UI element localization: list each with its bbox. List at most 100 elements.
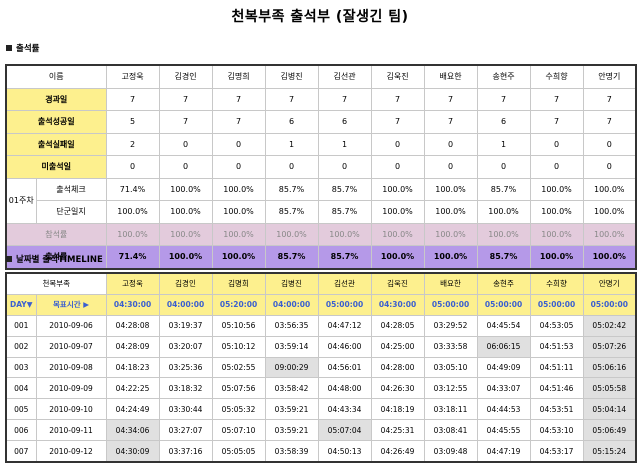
late-time-cell: 05:04:14 xyxy=(582,398,637,421)
time-cell: 04:51:11 xyxy=(529,356,584,379)
target-time-cell: 05:20:00 xyxy=(211,293,266,316)
stat-value-cell: 1 xyxy=(476,132,531,156)
participation-value-cell: 100.0% xyxy=(317,222,372,246)
time-cell: 04:53:05 xyxy=(529,314,584,337)
timeline-row: 005 2010-09-10 04:24:49 03:30:44 05:05:32 03:… xyxy=(5,398,637,421)
stat-value-cell: 7 xyxy=(370,110,425,134)
time-cell: 03:08:41 xyxy=(423,419,478,442)
time-cell: 04:26:30 xyxy=(370,377,425,400)
time-cell: 03:20:07 xyxy=(158,335,213,358)
total-rate-label: 출석률 xyxy=(5,245,107,269)
stat-value-cell: 0 xyxy=(264,155,319,179)
time-cell: 04:43:34 xyxy=(317,398,372,421)
stat-value-cell: 7 xyxy=(211,87,266,111)
time-cell: 04:51:53 xyxy=(529,335,584,358)
target-time-cell: 05:00:00 xyxy=(476,293,531,316)
time-cell: 04:28:05 xyxy=(370,314,425,337)
date-cell: 2010-09-11 xyxy=(35,419,107,442)
stat-value-cell: 0 xyxy=(158,132,213,156)
total-rate-value-cell: 85.7% xyxy=(476,245,531,269)
stat-value-cell: 7 xyxy=(211,110,266,134)
date-cell: 2010-09-10 xyxy=(35,398,107,421)
stat-value-cell: 6 xyxy=(476,110,531,134)
target-time-cell: 05:00:00 xyxy=(529,293,584,316)
time-cell: 03:58:42 xyxy=(264,377,319,400)
stat-value-cell: 2 xyxy=(105,132,160,156)
stat-value-cell: 7 xyxy=(529,87,584,111)
time-cell: 04:45:54 xyxy=(476,314,531,337)
time-cell: 03:27:07 xyxy=(158,419,213,442)
stat-value-cell: 7 xyxy=(317,87,372,111)
square-bullet-icon xyxy=(6,256,12,262)
member-name-header: 김경인 xyxy=(158,64,213,89)
time-cell: 03:30:44 xyxy=(158,398,213,421)
attendance-section-label: 출석률 xyxy=(6,42,39,54)
target-time-cell: 05:00:00 xyxy=(317,293,372,316)
member-name-header: 김병진 xyxy=(264,272,319,295)
time-cell: 03:56:35 xyxy=(264,314,319,337)
member-name-header: 고정욱 xyxy=(105,64,160,89)
late-time-cell: 05:06:49 xyxy=(582,419,637,442)
participation-label: 참석률 xyxy=(5,222,107,246)
time-cell: 03:59:21 xyxy=(264,419,319,442)
time-cell: 04:45:55 xyxy=(476,419,531,442)
time-cell: 04:28:00 xyxy=(370,356,425,379)
stat-value-cell: 0 xyxy=(370,155,425,179)
attendance-header-row: 이름 고정욱 김경인 김명희 김병진 김선관 김욱진 배요한 송현주 수희향 안명기 xyxy=(5,64,637,89)
timeline-section-title: 날짜별 출석TIMELINE xyxy=(16,255,103,265)
late-time-cell: 04:30:09 xyxy=(105,440,160,463)
participation-value-cell: 100.0% xyxy=(211,222,266,246)
stat-value-cell: 7 xyxy=(158,110,213,134)
attendance-section-title: 출석률 xyxy=(16,44,40,54)
stat-value-cell: 0 xyxy=(211,132,266,156)
total-rate-row: 출석률 71.4% 100.0% 100.0% 85.7% 85.7% 100.0% 100.… xyxy=(5,245,637,269)
week-value-cell: 85.7% xyxy=(264,200,319,224)
square-bullet-icon xyxy=(6,45,12,51)
stat-value-cell: 7 xyxy=(158,87,213,111)
time-cell: 04:28:08 xyxy=(105,314,160,337)
week-value-cell: 85.7% xyxy=(317,200,372,224)
late-time-cell: 04:34:06 xyxy=(105,419,160,442)
week-value-cell: 100.0% xyxy=(158,200,213,224)
week-value-cell: 100.0% xyxy=(211,200,266,224)
member-name-header: 수희향 xyxy=(529,272,584,295)
member-name-header: 김욱진 xyxy=(370,272,425,295)
timeline-row: 004 2010-09-09 04:22:25 03:18:32 05:07:56 03:… xyxy=(5,377,637,400)
stat-value-cell: 0 xyxy=(529,155,584,179)
week-value-cell: 100.0% xyxy=(158,177,213,201)
participation-value-cell: 100.0% xyxy=(158,222,213,246)
attendance-stat-row: 경과일 7 7 7 7 7 7 7 7 7 7 xyxy=(5,87,637,111)
stat-value-cell: 1 xyxy=(264,132,319,156)
time-cell: 03:29:52 xyxy=(423,314,478,337)
late-time-cell: 05:05:58 xyxy=(582,377,637,400)
stat-value-cell: 7 xyxy=(582,110,637,134)
member-name-header: 송현주 xyxy=(476,64,531,89)
time-cell: 04:49:09 xyxy=(476,356,531,379)
timeline-row: 001 2010-09-06 04:28:08 03:19:37 05:10:56 03:… xyxy=(5,314,637,337)
target-time-header: 목표시간 ▶ xyxy=(35,293,107,316)
late-time-cell: 05:07:26 xyxy=(582,335,637,358)
target-time-cell: 05:00:00 xyxy=(582,293,637,316)
member-name-header: 송현주 xyxy=(476,272,531,295)
day-number-cell: 006 xyxy=(5,419,37,442)
time-cell: 04:24:49 xyxy=(105,398,160,421)
week-value-cell: 85.7% xyxy=(476,177,531,201)
week-value-cell: 100.0% xyxy=(582,177,637,201)
time-cell: 03:19:37 xyxy=(158,314,213,337)
attendance-stat-row: 미출석일 0 0 0 0 0 0 0 0 0 0 xyxy=(5,155,637,179)
week-value-cell: 100.0% xyxy=(582,200,637,224)
date-cell: 2010-09-08 xyxy=(35,356,107,379)
member-name-header: 배요한 xyxy=(423,272,478,295)
stat-value-cell: 7 xyxy=(582,87,637,111)
participation-row: 참석률 100.0% 100.0% 100.0% 100.0% 100.0% 100.0% 1… xyxy=(5,222,637,246)
stat-value-cell: 7 xyxy=(105,87,160,111)
time-cell: 04:53:51 xyxy=(529,398,584,421)
member-name-header: 김명희 xyxy=(211,64,266,89)
stat-value-cell: 7 xyxy=(370,87,425,111)
week-row-label: 단군일지 xyxy=(35,200,107,224)
stat-value-cell: 7 xyxy=(264,87,319,111)
member-name-header: 배요한 xyxy=(423,64,478,89)
member-name-header: 수희향 xyxy=(529,64,584,89)
time-cell: 04:47:12 xyxy=(317,314,372,337)
tribe-header: 천복부족 xyxy=(5,272,107,295)
